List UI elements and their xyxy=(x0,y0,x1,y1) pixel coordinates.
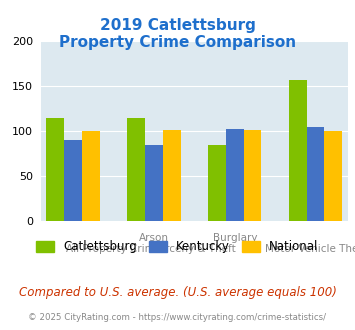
Text: Larceny & Theft: Larceny & Theft xyxy=(153,245,236,254)
Text: Arson: Arson xyxy=(139,233,169,243)
Text: Property Crime Comparison: Property Crime Comparison xyxy=(59,35,296,50)
Text: © 2025 CityRating.com - https://www.cityrating.com/crime-statistics/: © 2025 CityRating.com - https://www.city… xyxy=(28,313,327,322)
Text: Burglary: Burglary xyxy=(213,233,257,243)
Bar xyxy=(289,80,307,221)
Bar xyxy=(226,129,244,221)
Bar xyxy=(163,130,181,221)
Legend: Catlettsburg, Kentucky, National: Catlettsburg, Kentucky, National xyxy=(32,236,323,258)
Bar xyxy=(82,131,100,221)
Text: All Property Crime: All Property Crime xyxy=(66,245,161,254)
Bar xyxy=(307,127,324,221)
Text: Motor Vehicle Theft: Motor Vehicle Theft xyxy=(265,245,355,254)
Bar xyxy=(208,145,226,221)
Bar xyxy=(324,131,342,221)
Bar xyxy=(244,130,261,221)
Text: Compared to U.S. average. (U.S. average equals 100): Compared to U.S. average. (U.S. average … xyxy=(18,285,337,299)
Bar xyxy=(145,145,163,221)
Bar xyxy=(47,118,64,221)
Bar xyxy=(64,140,82,221)
Bar xyxy=(127,118,145,221)
Text: 2019 Catlettsburg: 2019 Catlettsburg xyxy=(99,18,256,33)
